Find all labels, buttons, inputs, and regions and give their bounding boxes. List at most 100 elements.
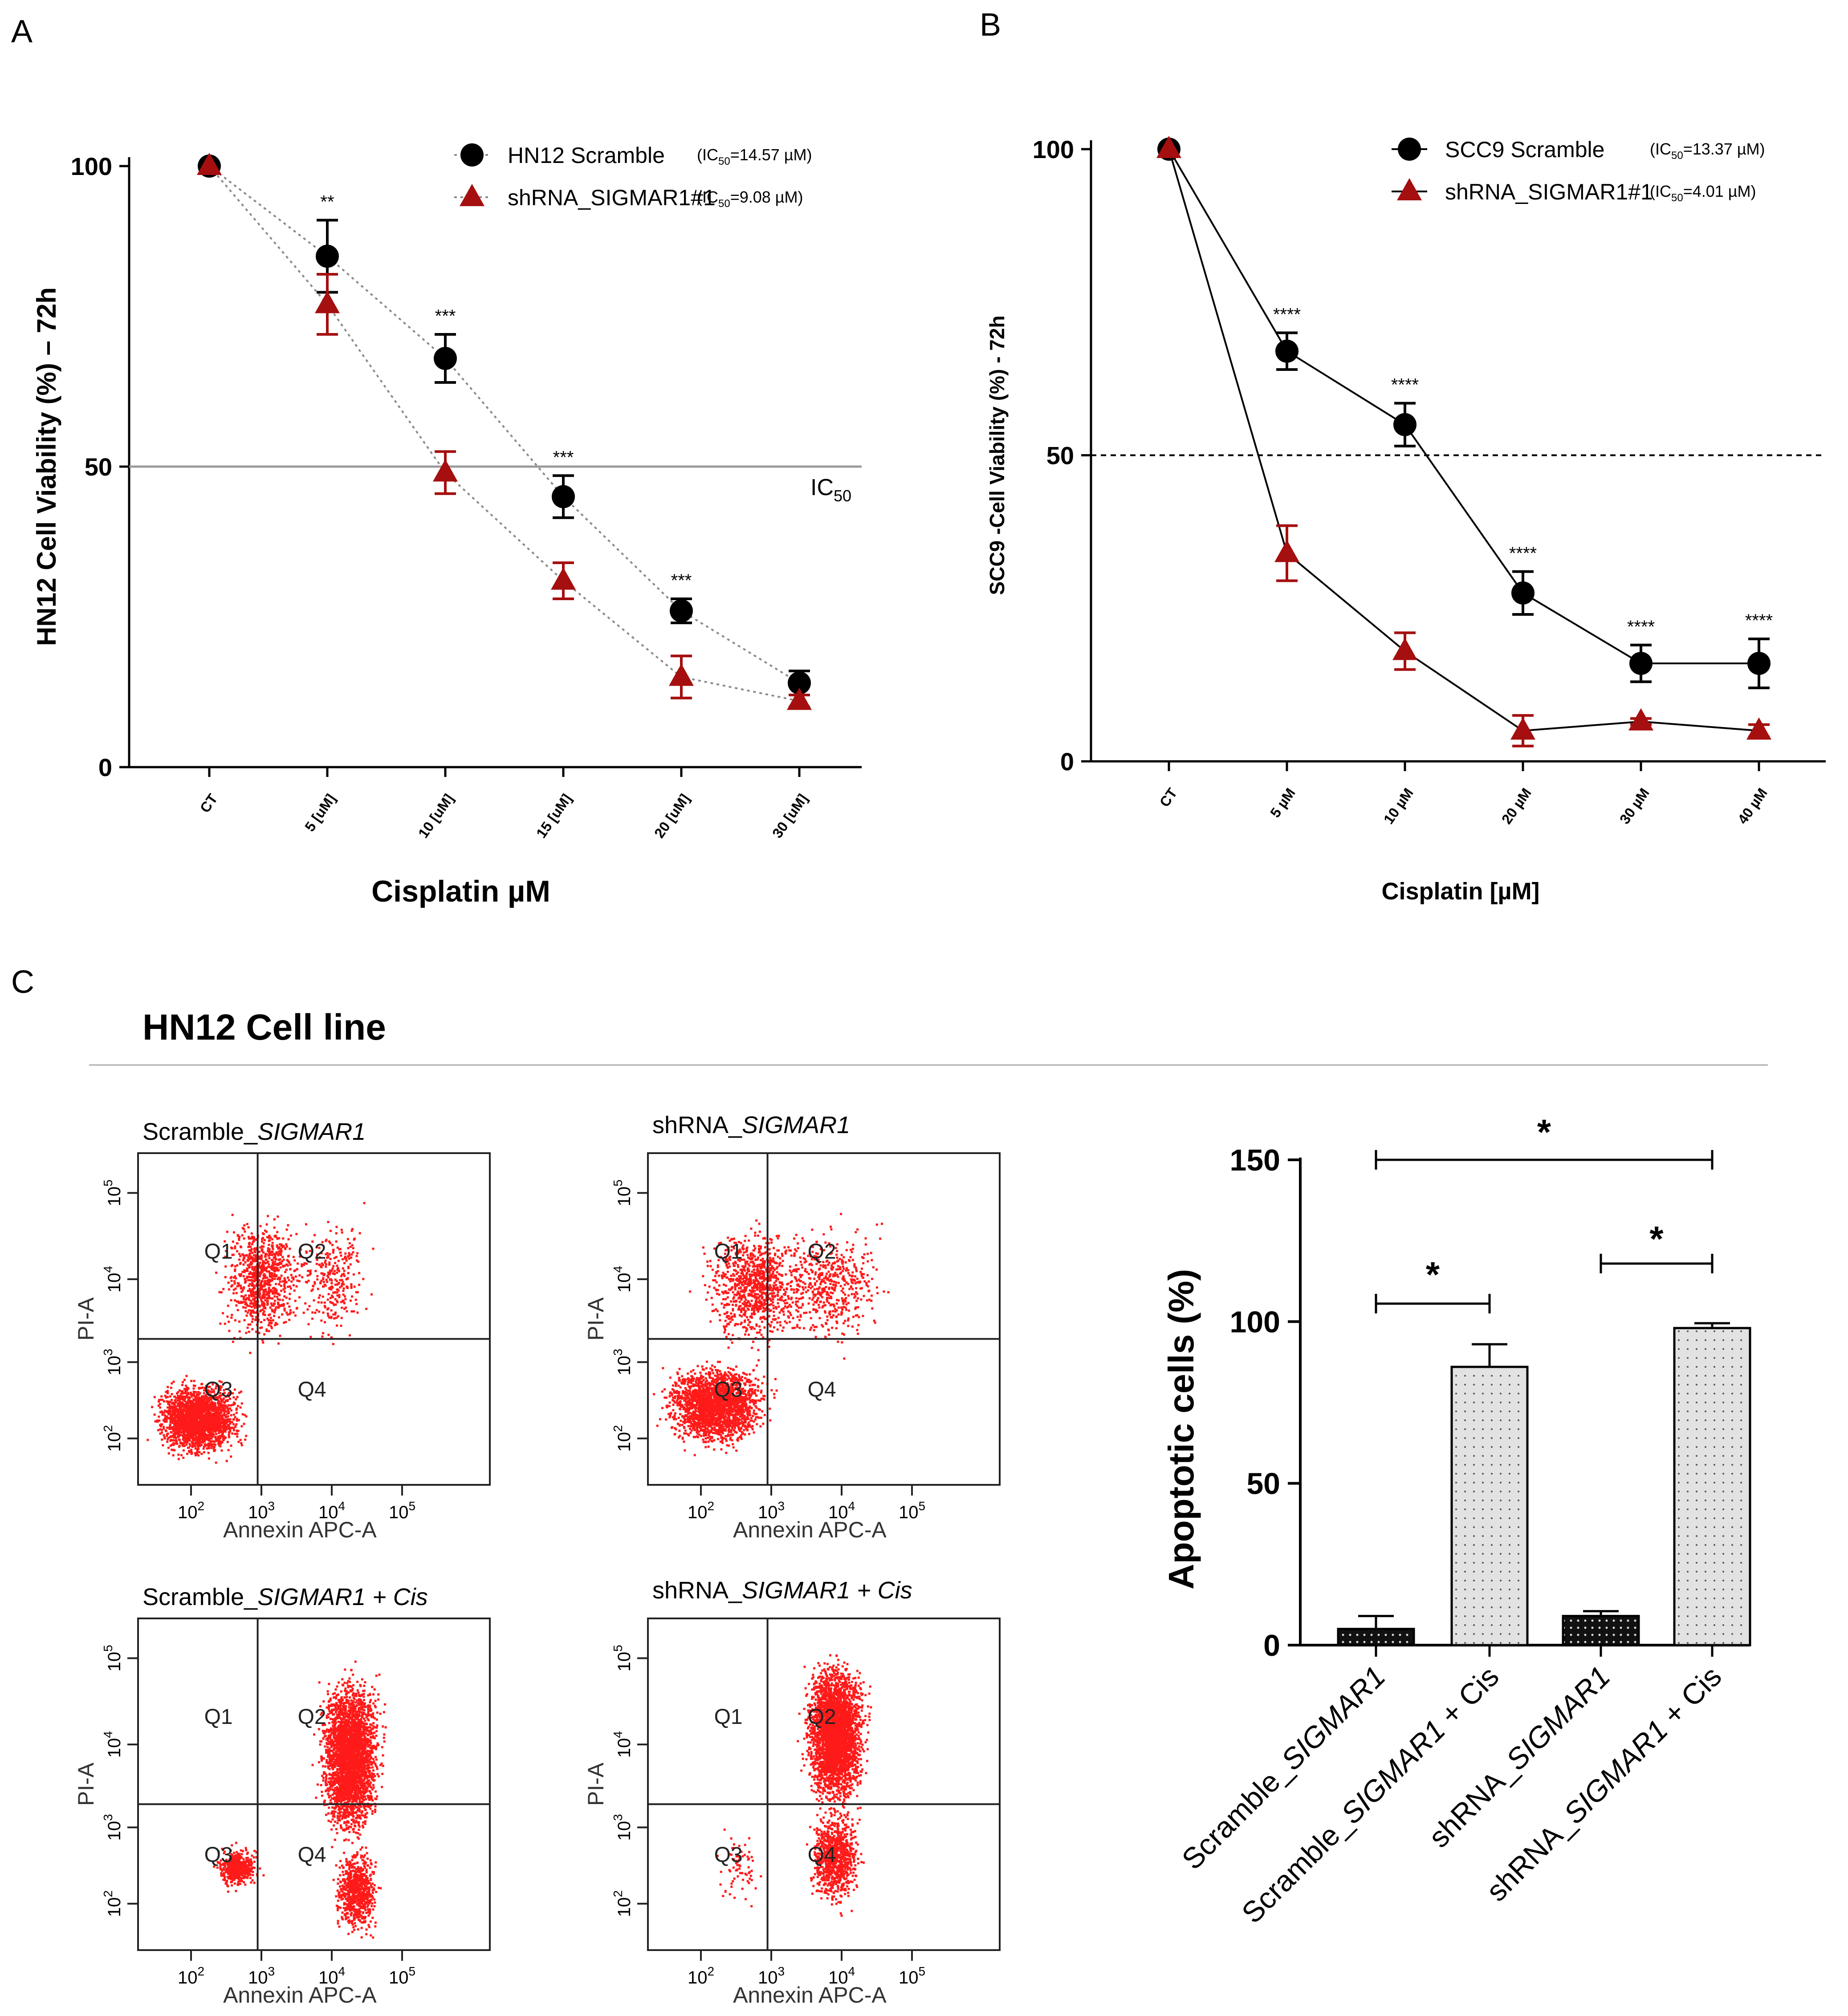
significance-mark: **** [1273,305,1301,325]
flow-plot-title-prefix: Scramble_ [142,1118,258,1145]
flow-y-axis-label: PI-A [583,1762,608,1806]
bar-label-suffix: + Cis [1428,1660,1505,1737]
flow-y-tick-label: 105 [101,1179,124,1206]
legend-ic50: (IC50=13.37 µM) [1650,140,1765,162]
data-point-triangle [1156,136,1181,158]
flow-y-tick-exponent: 2 [611,1425,625,1432]
flow-scatter-dots [653,1213,890,1456]
flow-x-tick-exponent: 3 [268,1499,275,1513]
quadrant-label: Q3 [714,1843,743,1867]
data-point-circle [1393,413,1417,436]
flow-x-tick-label: 104 [828,1499,855,1522]
flow-x-tick-exponent: 4 [848,1499,855,1513]
flow-y-tick-exponent: 3 [611,1814,625,1821]
series-line-1 [208,165,800,702]
flow-x-tick-label: 102 [178,1499,204,1522]
series-line-0 [1168,148,1759,664]
flow-y-tick-label: 104 [611,1731,634,1758]
flow-plot-title-gene: SIGMAR1 [742,1112,850,1138]
bar-y-tick-label: 50 [1246,1467,1280,1501]
significance-mark: **** [1509,544,1537,563]
significance-star: * [1537,1112,1551,1152]
flow-y-axis-label: PI-A [73,1297,98,1341]
flow-x-tick-base: 10 [688,1503,708,1522]
flow-y-tick-base: 10 [615,1652,634,1672]
significance-star: * [1649,1219,1664,1259]
flow-x-tick-base: 10 [178,1503,198,1522]
bar-label-prefix: shRNA_ [1480,1806,1581,1907]
bar-y-axis-label: Apoptotic cells (%) [1161,1269,1201,1589]
bar-label-gene: SIGMAR1 [1335,1713,1451,1830]
flow-y-tick-exponent: 2 [611,1890,625,1898]
significance-mark: *** [553,447,574,467]
flow-y-tick-base: 10 [105,1187,124,1207]
significance-star: * [1426,1255,1440,1294]
flow-y-tick-label: 103 [611,1814,634,1841]
legend-ic50: (IC50=9.08 µM) [697,188,803,210]
y-tick-label: 100 [1033,135,1074,163]
flow-y-tick-base: 10 [105,1273,124,1293]
legend-label: shRNA_SIGMAR1#1 [1445,179,1653,204]
legend-ic50-text: (IC [697,146,718,164]
data-point-circle [670,599,693,622]
flow-y-tick-label: 104 [611,1266,634,1293]
flow-x-tick-exponent: 2 [198,1964,205,1978]
flow-x-tick-label: 103 [758,1964,785,1988]
flow-x-tick-base: 10 [899,1968,919,1988]
flow-x-tick-exponent: 3 [778,1964,785,1978]
flow-y-tick-label: 104 [101,1731,124,1758]
y-tick-label: 50 [85,453,112,481]
flow-y-tick-base: 10 [105,1738,124,1758]
flow-y-tick-base: 10 [615,1432,634,1452]
legend-ic50-text: (IC [1650,182,1671,200]
flow-y-tick-label: 105 [611,1645,634,1671]
y-tick-label: 0 [98,753,112,781]
data-point-triangle [1510,717,1535,740]
flow-x-tick-exponent: 3 [268,1964,275,1978]
flow-y-tick-exponent: 5 [101,1645,115,1652]
flow-x-tick-exponent: 5 [409,1499,416,1513]
flow-plot-title-gene: SIGMAR1 + Cis [742,1577,912,1604]
flow-plot-title-prefix: Scramble_ [142,1584,258,1610]
flow-x-tick-exponent: 4 [338,1499,346,1513]
flow-plot-title-prefix: shRNA_ [652,1112,742,1138]
flow-x-tick-base: 10 [758,1968,778,1988]
flow-y-tick-label: 102 [611,1890,634,1917]
y-axis-label: SCC9 -Cell Viability (%) - 72h [985,316,1009,595]
x-tick-label: 40 µM [1734,785,1771,827]
legend-ic50: (IC50=4.01 µM) [1650,182,1756,204]
x-tick-label: 10 [uM] [415,791,457,841]
data-point-circle [788,671,811,695]
flow-y-tick-exponent: 5 [611,1645,625,1652]
flow-x-tick-label: 105 [389,1499,415,1522]
flow-x-tick-label: 103 [248,1499,275,1522]
legend-ic50-value: =13.37 µM) [1683,140,1765,158]
flow-y-tick-exponent: 4 [611,1266,625,1273]
flow-plot-title: Scramble_SIGMAR1 [142,1118,366,1145]
flow-x-tick-exponent: 5 [409,1964,416,1978]
bar-y-tick-label: 150 [1230,1143,1280,1177]
quadrant-label: Q1 [714,1240,743,1264]
flow-y-tick-base: 10 [105,1897,124,1917]
flow-plot-title-gene: SIGMAR1 + Cis [257,1584,428,1610]
flow-x-tick-label: 105 [899,1964,925,1988]
flow-x-tick-exponent: 5 [919,1964,926,1978]
flow-y-tick-exponent: 5 [101,1179,115,1187]
legend-marker-triangle [1397,178,1422,200]
bar-2 [1450,1366,1529,1646]
legend-marker-circle [460,143,484,167]
bar-x-tick-label: shRNA_SIGMAR1 + Cis [1480,1660,1728,1908]
flow-y-tick-exponent: 3 [101,1349,115,1356]
flow-y-tick-label: 103 [101,1814,124,1841]
data-point-circle [316,244,339,268]
quadrant-label: Q1 [204,1240,233,1264]
flow-y-tick-exponent: 5 [611,1179,625,1187]
x-tick-label: CT [197,791,221,816]
flow-y-tick-label: 103 [101,1349,124,1375]
significance-mark: *** [435,306,456,326]
flow-y-tick-exponent: 3 [611,1349,625,1356]
flow-y-tick-exponent: 4 [101,1266,115,1273]
flow-x-tick-label: 102 [178,1964,204,1988]
